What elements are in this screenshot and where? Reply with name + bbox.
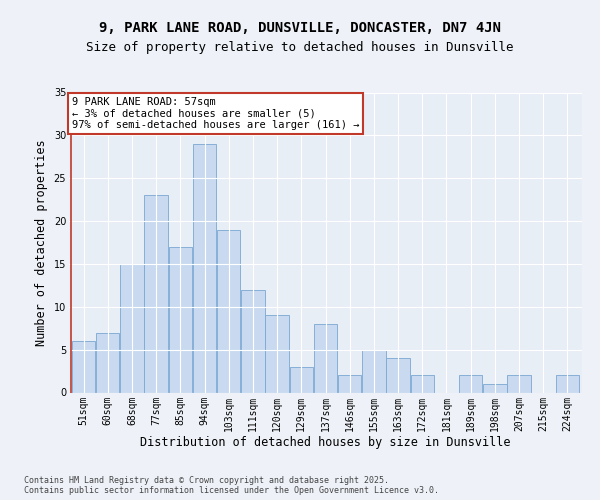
Bar	[193, 144, 216, 392]
Bar	[338, 376, 361, 392]
Bar	[120, 264, 143, 392]
Bar	[145, 196, 168, 392]
Bar	[72, 341, 95, 392]
Bar	[483, 384, 506, 392]
Text: 9 PARK LANE ROAD: 57sqm
← 3% of detached houses are smaller (5)
97% of semi-deta: 9 PARK LANE ROAD: 57sqm ← 3% of detached…	[71, 97, 359, 130]
Bar	[314, 324, 337, 392]
Bar	[96, 332, 119, 392]
Bar	[169, 247, 192, 392]
Bar	[241, 290, 265, 393]
Text: 9, PARK LANE ROAD, DUNSVILLE, DONCASTER, DN7 4JN: 9, PARK LANE ROAD, DUNSVILLE, DONCASTER,…	[99, 20, 501, 34]
Bar	[508, 376, 531, 392]
Bar	[386, 358, 410, 392]
X-axis label: Distribution of detached houses by size in Dunsville: Distribution of detached houses by size …	[140, 436, 511, 449]
Bar	[410, 376, 434, 392]
Bar	[556, 376, 579, 392]
Bar	[290, 367, 313, 392]
Text: Contains HM Land Registry data © Crown copyright and database right 2025.
Contai: Contains HM Land Registry data © Crown c…	[24, 476, 439, 495]
Y-axis label: Number of detached properties: Number of detached properties	[35, 139, 48, 346]
Bar	[362, 350, 386, 393]
Bar	[265, 316, 289, 392]
Bar	[459, 376, 482, 392]
Bar	[217, 230, 241, 392]
Text: Size of property relative to detached houses in Dunsville: Size of property relative to detached ho…	[86, 41, 514, 54]
